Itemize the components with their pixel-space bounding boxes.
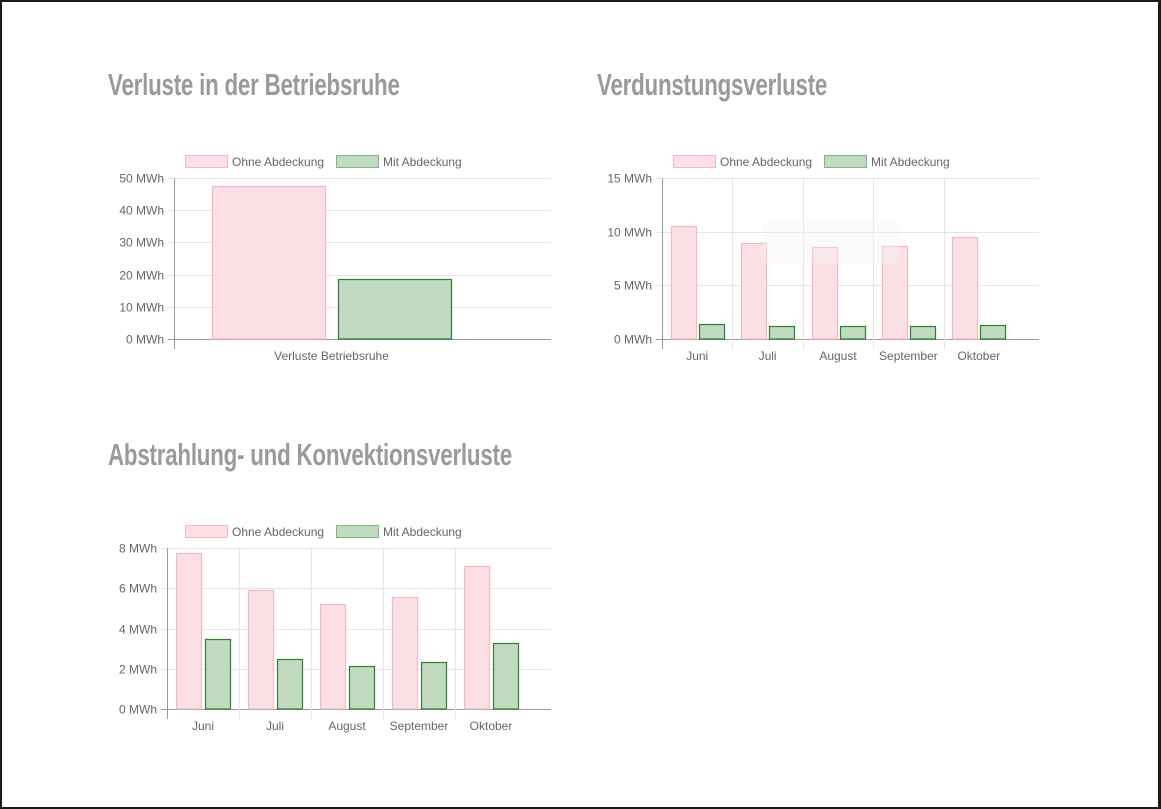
bar-mit-abdeckung[interactable] [839,325,867,340]
legend-swatch-mit-abdeckung[interactable] [336,155,379,168]
legend-label-ohne-abdeckung[interactable]: Ohne Abdeckung [720,155,812,169]
bar-mit-abdeckung[interactable] [420,661,448,710]
bar-mit-abdeckung[interactable] [768,325,796,340]
x-tick-label: September [879,349,938,363]
bar-ohne-abdeckung[interactable] [670,225,698,340]
legend-label-ohne-abdeckung[interactable]: Ohne Abdeckung [232,525,324,539]
bar-mit-abdeckung[interactable] [348,665,376,710]
x-tick-label: August [328,719,366,733]
bar-ohne-abdeckung[interactable] [211,185,327,340]
x-tick-label: Verluste Betriebsruhe [274,349,389,363]
y-tick-label: 50 MWh [119,172,164,186]
legend-swatch-mit-abdeckung[interactable] [824,155,867,168]
chart-title-verdunstung: Verdunstungsverluste [597,67,828,102]
bar-ohne-abdeckung[interactable] [811,246,839,340]
y-tick-label: 20 MWh [119,269,164,283]
legend-label-mit-abdeckung[interactable]: Mit Abdeckung [383,525,462,539]
y-tick-label: 15 MWh [607,172,652,186]
legend-swatch-mit-abdeckung[interactable] [336,525,379,538]
x-tick-label: August [819,349,857,363]
x-tick-label: Oktober [470,719,513,733]
x-tick-label: Juli [759,349,777,363]
bar-ohne-abdeckung[interactable] [175,552,203,710]
y-tick-label: 0 MWh [119,703,157,717]
legend-swatch-ohne-abdeckung[interactable] [185,525,228,538]
bar-mit-abdeckung[interactable] [979,324,1007,340]
legend-label-ohne-abdeckung[interactable]: Ohne Abdeckung [232,155,324,169]
bar-ohne-abdeckung[interactable] [881,245,909,340]
bar-ohne-abdeckung[interactable] [247,589,275,710]
x-tick-label: Juli [266,719,284,733]
bar-ohne-abdeckung[interactable] [391,596,419,710]
y-tick-label: 30 MWh [119,236,164,250]
y-tick-label: 5 MWh [614,279,652,293]
bar-ohne-abdeckung[interactable] [463,565,491,710]
y-tick-label: 6 MWh [119,582,157,596]
bar-mit-abdeckung[interactable] [698,323,726,340]
y-tick-label: 0 MWh [126,333,164,347]
y-tick-label: 40 MWh [119,204,164,218]
bar-ohne-abdeckung[interactable] [740,242,768,340]
legend-swatch-ohne-abdeckung[interactable] [185,155,228,168]
chart-title-betriebsruhe: Verluste in der Betriebsruhe [108,67,400,102]
y-tick-label: 0 MWh [614,333,652,347]
bar-ohne-abdeckung[interactable] [319,603,347,710]
y-tick-label: 8 MWh [119,542,157,556]
y-tick-label: 4 MWh [119,623,157,637]
legend-label-mit-abdeckung[interactable]: Mit Abdeckung [383,155,462,169]
bar-mit-abdeckung[interactable] [909,325,937,340]
y-tick-label: 2 MWh [119,663,157,677]
legend-swatch-ohne-abdeckung[interactable] [673,155,716,168]
bar-mit-abdeckung[interactable] [337,278,453,340]
x-tick-label: Juni [686,349,708,363]
x-tick-label: Juni [192,719,214,733]
tooltip-ghost [762,222,899,264]
legend-label-mit-abdeckung[interactable]: Mit Abdeckung [871,155,950,169]
bar-mit-abdeckung[interactable] [276,658,304,710]
bar-ohne-abdeckung[interactable] [951,236,979,340]
bar-mit-abdeckung[interactable] [204,638,232,710]
bar-mit-abdeckung[interactable] [492,642,520,710]
y-tick-label: 10 MWh [119,301,164,315]
y-tick-label: 10 MWh [607,226,652,240]
chart-title-abstrahlung: Abstrahlung- und Konvektionsverluste [108,437,512,472]
x-tick-label: September [390,719,449,733]
x-tick-label: Oktober [957,349,1000,363]
